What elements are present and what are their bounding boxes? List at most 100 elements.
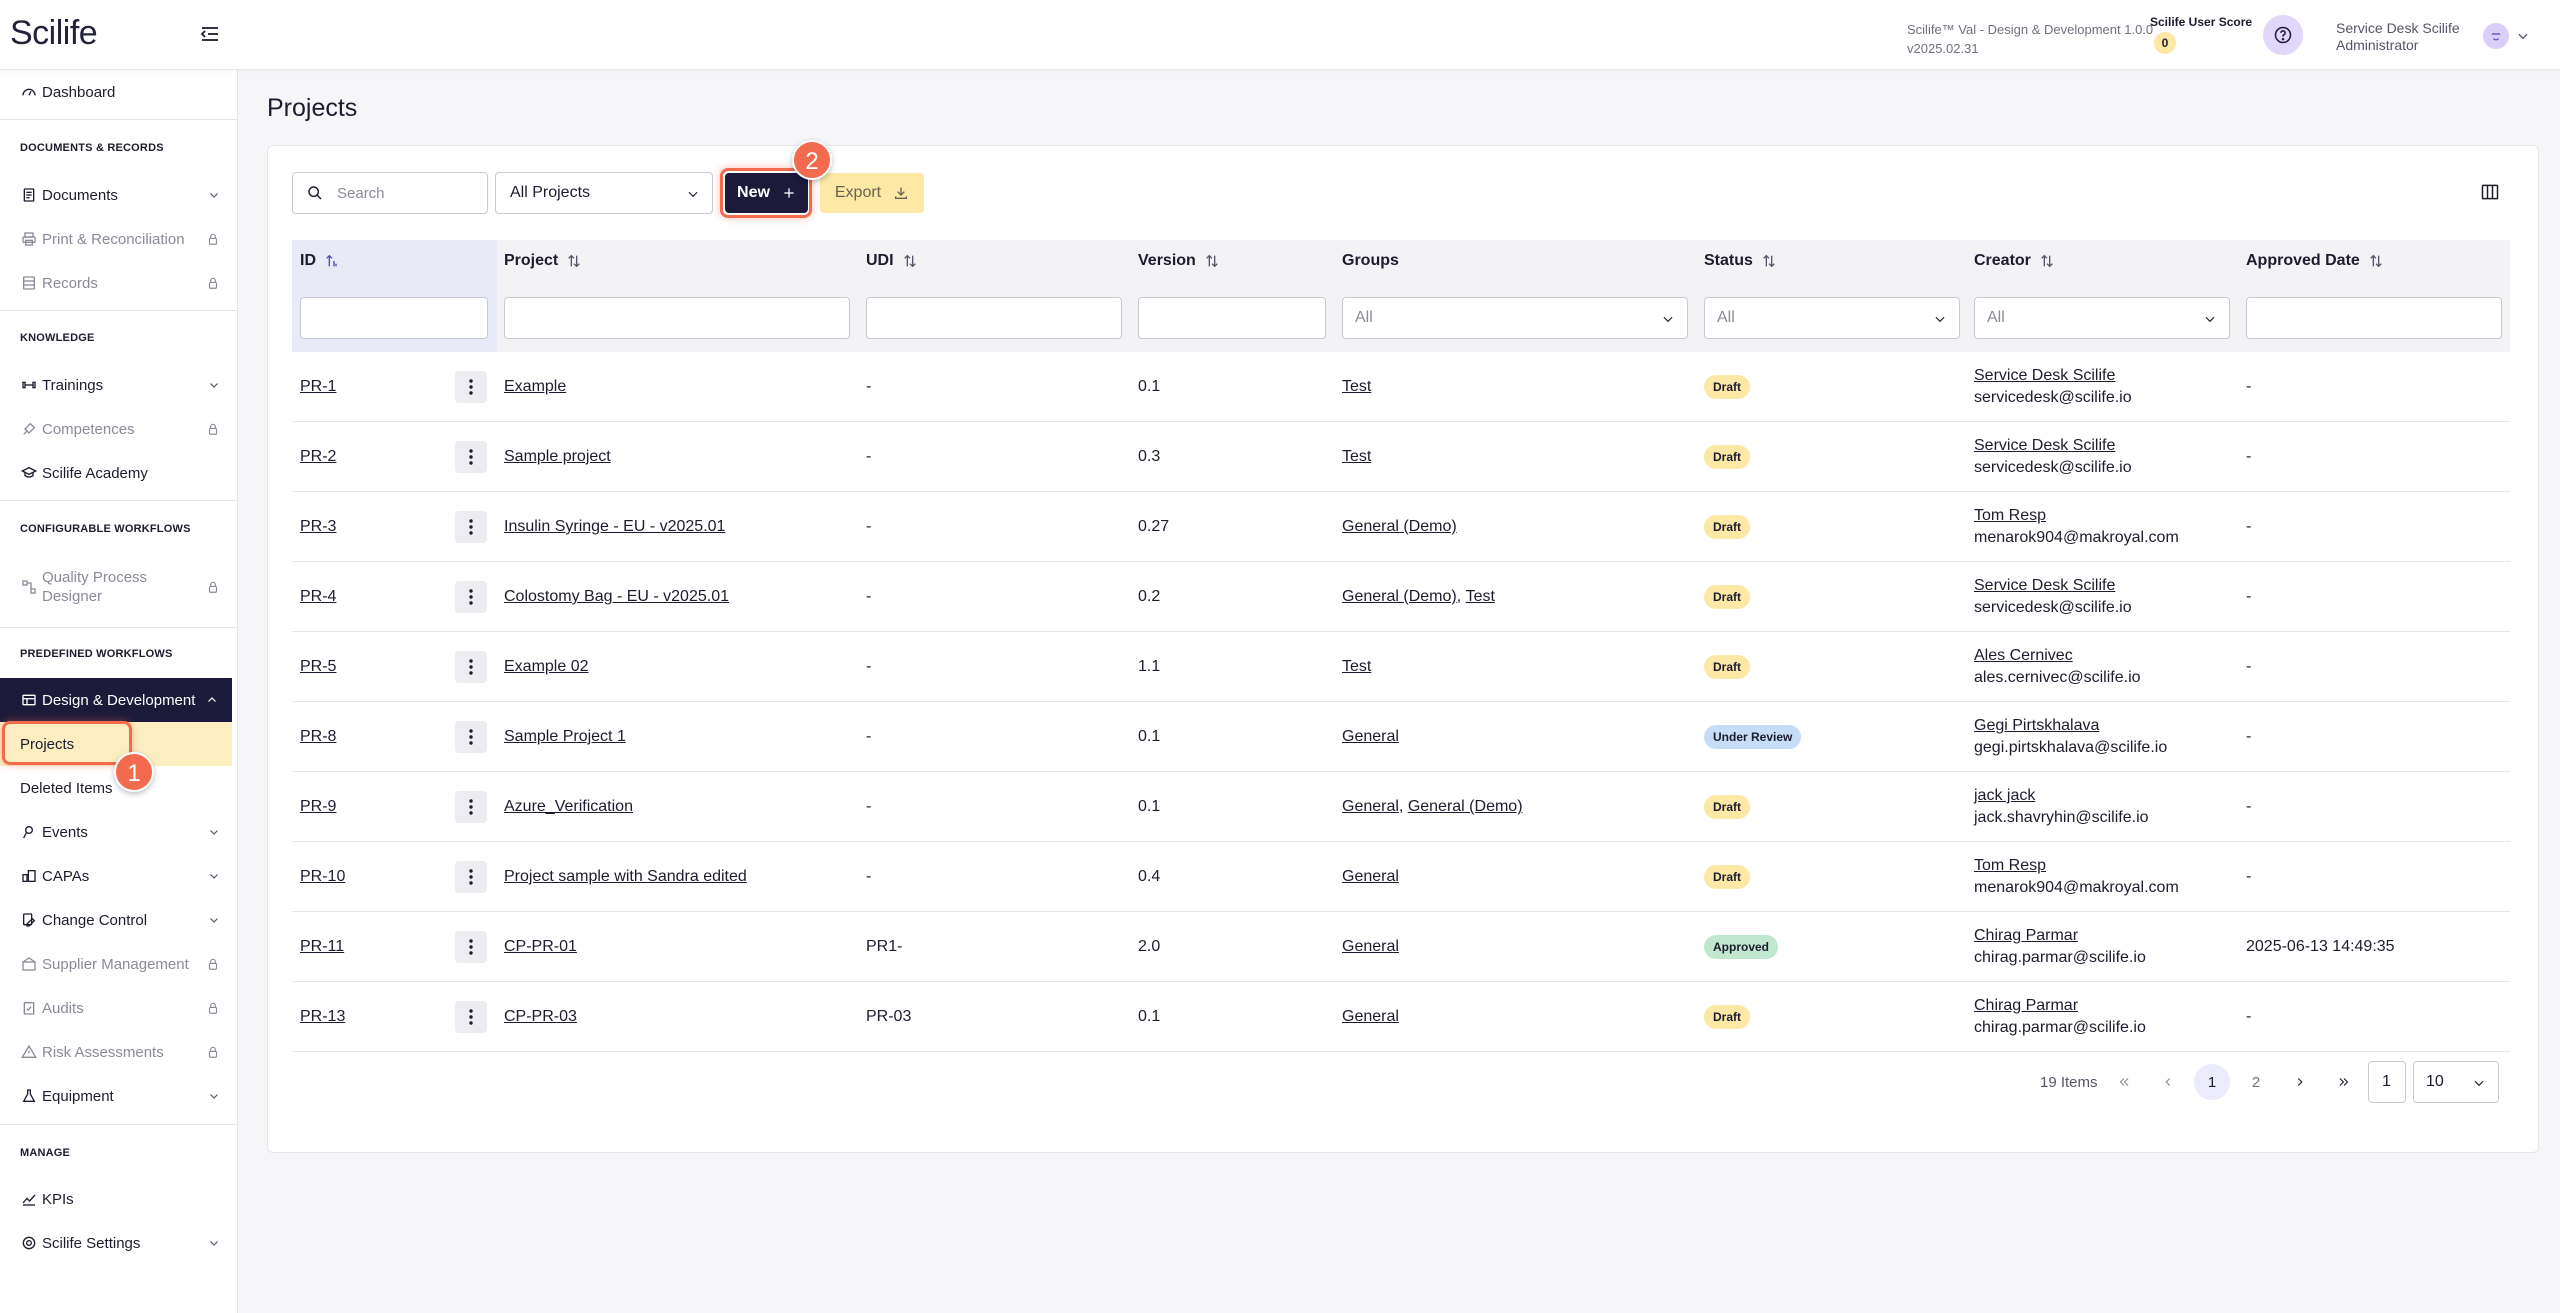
- sidebar-item-change-control[interactable]: Change Control: [0, 898, 234, 942]
- table-row[interactable]: PR-9 Azure_Verification - 0.1 General, Gener…: [292, 772, 2510, 842]
- row-actions-button[interactable]: [455, 791, 487, 823]
- filter-version-input[interactable]: [1138, 297, 1326, 339]
- group-link[interactable]: Test: [1465, 588, 1495, 605]
- group-link[interactable]: Test: [1342, 658, 1372, 675]
- chevron-down-icon[interactable]: [2516, 29, 2530, 43]
- group-link[interactable]: General (Demo): [1342, 518, 1457, 535]
- row-actions-button[interactable]: [455, 581, 487, 613]
- table-row[interactable]: PR-5 Example 02 - 1.1 Test Draft Ales Cernivec…: [292, 632, 2510, 702]
- group-link[interactable]: General (Demo): [1342, 588, 1457, 605]
- sidebar-item-design-development[interactable]: Design & Development: [0, 678, 232, 722]
- column-header-udi[interactable]: UDI: [866, 240, 918, 282]
- project-id-link[interactable]: PR-11: [300, 938, 345, 955]
- sidebar-item-supplier-management[interactable]: Supplier Management: [0, 942, 234, 986]
- project-id-link[interactable]: PR-5: [300, 658, 337, 675]
- project-name-link[interactable]: CP-PR-03: [504, 1008, 577, 1025]
- table-row[interactable]: PR-10 Project sample with Sandra edited - 0…: [292, 842, 2510, 912]
- table-row[interactable]: PR-4 Colostomy Bag - EU - v2025.01 - 0.2 Gen…: [292, 562, 2510, 632]
- sidebar-item-projects[interactable]: Projects: [0, 722, 232, 766]
- project-id-link[interactable]: PR-10: [300, 868, 346, 885]
- search-input[interactable]: [337, 184, 467, 202]
- project-name-link[interactable]: Azure_Verification: [504, 798, 633, 815]
- prev-page-button[interactable]: [2150, 1064, 2186, 1100]
- next-page-button[interactable]: [2282, 1064, 2318, 1100]
- filter-project-input[interactable]: [504, 297, 850, 339]
- new-button[interactable]: New: [725, 173, 808, 213]
- project-name-link[interactable]: Sample Project 1: [504, 728, 626, 745]
- page-1-button[interactable]: 1: [2194, 1064, 2230, 1100]
- project-id-link[interactable]: PR-13: [300, 1008, 346, 1025]
- page-2-button[interactable]: 2: [2251, 1073, 2261, 1091]
- sidebar-item-equipment[interactable]: Equipment: [0, 1074, 234, 1118]
- project-name-link[interactable]: CP-PR-01: [504, 938, 577, 955]
- group-link[interactable]: General: [1342, 728, 1399, 745]
- sidebar-item-quality-process-designer[interactable]: Quality Process Designer: [0, 562, 234, 612]
- project-id-link[interactable]: PR-8: [300, 728, 337, 745]
- column-header-creator[interactable]: Creator: [1974, 240, 2055, 282]
- group-link[interactable]: Test: [1342, 378, 1372, 395]
- sidebar-item-risk-assessments[interactable]: Risk Assessments: [0, 1030, 234, 1074]
- creator-link[interactable]: Service Desk Scilife: [1974, 437, 2116, 454]
- creator-link[interactable]: Ales Cernivec: [1974, 647, 2073, 664]
- filter-id-input[interactable]: [300, 297, 488, 339]
- sidebar-item-deleted-items[interactable]: Deleted Items: [20, 779, 113, 797]
- creator-link[interactable]: Gegi Pirtskhalava: [1974, 717, 2100, 734]
- table-row[interactable]: PR-13 CP-PR-03 PR-03 0.1 General Draft Chirag …: [292, 982, 2510, 1052]
- row-actions-button[interactable]: [455, 651, 487, 683]
- sidebar-item-competences[interactable]: Competences: [0, 407, 234, 451]
- project-scope-select[interactable]: All Projects: [495, 172, 713, 214]
- row-actions-button[interactable]: [455, 721, 487, 753]
- table-row[interactable]: PR-2 Sample project - 0.3 Test Draft Service D…: [292, 422, 2510, 492]
- row-actions-button[interactable]: [455, 441, 487, 473]
- filter-status-select[interactable]: All: [1704, 297, 1960, 339]
- table-row[interactable]: PR-3 Insulin Syringe - EU - v2025.01 - 0.27…: [292, 492, 2510, 562]
- project-id-link[interactable]: PR-9: [300, 798, 337, 815]
- creator-link[interactable]: Tom Resp: [1974, 507, 2047, 524]
- search-box[interactable]: [292, 172, 488, 214]
- user-name[interactable]: Service Desk Scilife Administrator: [2336, 20, 2460, 53]
- table-row[interactable]: PR-1 Example - 0.1 Test Draft Service Desk Sci…: [292, 352, 2510, 422]
- row-actions-button[interactable]: [455, 511, 487, 543]
- group-link[interactable]: General: [1342, 868, 1399, 885]
- row-actions-button[interactable]: [455, 861, 487, 893]
- sidebar-item-events[interactable]: Events: [0, 810, 234, 854]
- export-button[interactable]: Export: [820, 173, 924, 213]
- group-link[interactable]: General: [1342, 938, 1399, 955]
- sidebar-item-audits[interactable]: Audits: [0, 986, 234, 1030]
- last-page-button[interactable]: [2326, 1064, 2362, 1100]
- project-id-link[interactable]: PR-3: [300, 518, 337, 535]
- project-name-link[interactable]: Insulin Syringe - EU - v2025.01: [504, 518, 726, 535]
- group-link[interactable]: Test: [1342, 448, 1372, 465]
- page-size-select[interactable]: 10: [2413, 1061, 2499, 1103]
- project-name-link[interactable]: Sample project: [504, 448, 611, 465]
- group-link[interactable]: General: [1342, 798, 1399, 815]
- creator-link[interactable]: Tom Resp: [1974, 857, 2047, 874]
- creator-link[interactable]: Chirag Parmar: [1974, 997, 2079, 1014]
- project-id-link[interactable]: PR-2: [300, 448, 337, 465]
- filter-creator-select[interactable]: All: [1974, 297, 2230, 339]
- column-header-approved-date[interactable]: Approved Date: [2246, 240, 2384, 282]
- project-name-link[interactable]: Example 02: [504, 658, 589, 675]
- menu-collapse-icon[interactable]: [198, 22, 222, 46]
- project-id-link[interactable]: PR-1: [300, 378, 337, 395]
- group-link[interactable]: General: [1342, 1008, 1399, 1025]
- sidebar-item-records[interactable]: Records: [0, 261, 234, 305]
- row-actions-button[interactable]: [455, 931, 487, 963]
- table-row[interactable]: PR-11 CP-PR-01 PR1- 2.0 General Approved Chira…: [292, 912, 2510, 982]
- avatar[interactable]: [2483, 23, 2509, 49]
- column-header-status[interactable]: Status: [1704, 240, 1777, 282]
- table-row[interactable]: PR-8 Sample Project 1 - 0.1 General Under Rev…: [292, 702, 2510, 772]
- sidebar-item-print-reconciliation[interactable]: Print & Reconciliation: [0, 217, 234, 261]
- creator-link[interactable]: jack jack: [1974, 787, 2036, 804]
- creator-link[interactable]: Service Desk Scilife: [1974, 367, 2116, 384]
- project-name-link[interactable]: Colostomy Bag - EU - v2025.01: [504, 588, 729, 605]
- help-button[interactable]: [2263, 15, 2303, 55]
- project-name-link[interactable]: Example: [504, 378, 567, 395]
- sidebar-item-kpis[interactable]: KPIs: [0, 1177, 234, 1221]
- project-name-link[interactable]: Project sample with Sandra edited: [504, 868, 747, 885]
- sidebar-item-academy[interactable]: Scilife Academy: [0, 451, 234, 495]
- group-link[interactable]: General (Demo): [1407, 798, 1523, 815]
- column-settings-icon[interactable]: [2480, 182, 2500, 202]
- first-page-button[interactable]: [2106, 1064, 2142, 1100]
- sidebar-item-documents[interactable]: Documents: [0, 173, 234, 217]
